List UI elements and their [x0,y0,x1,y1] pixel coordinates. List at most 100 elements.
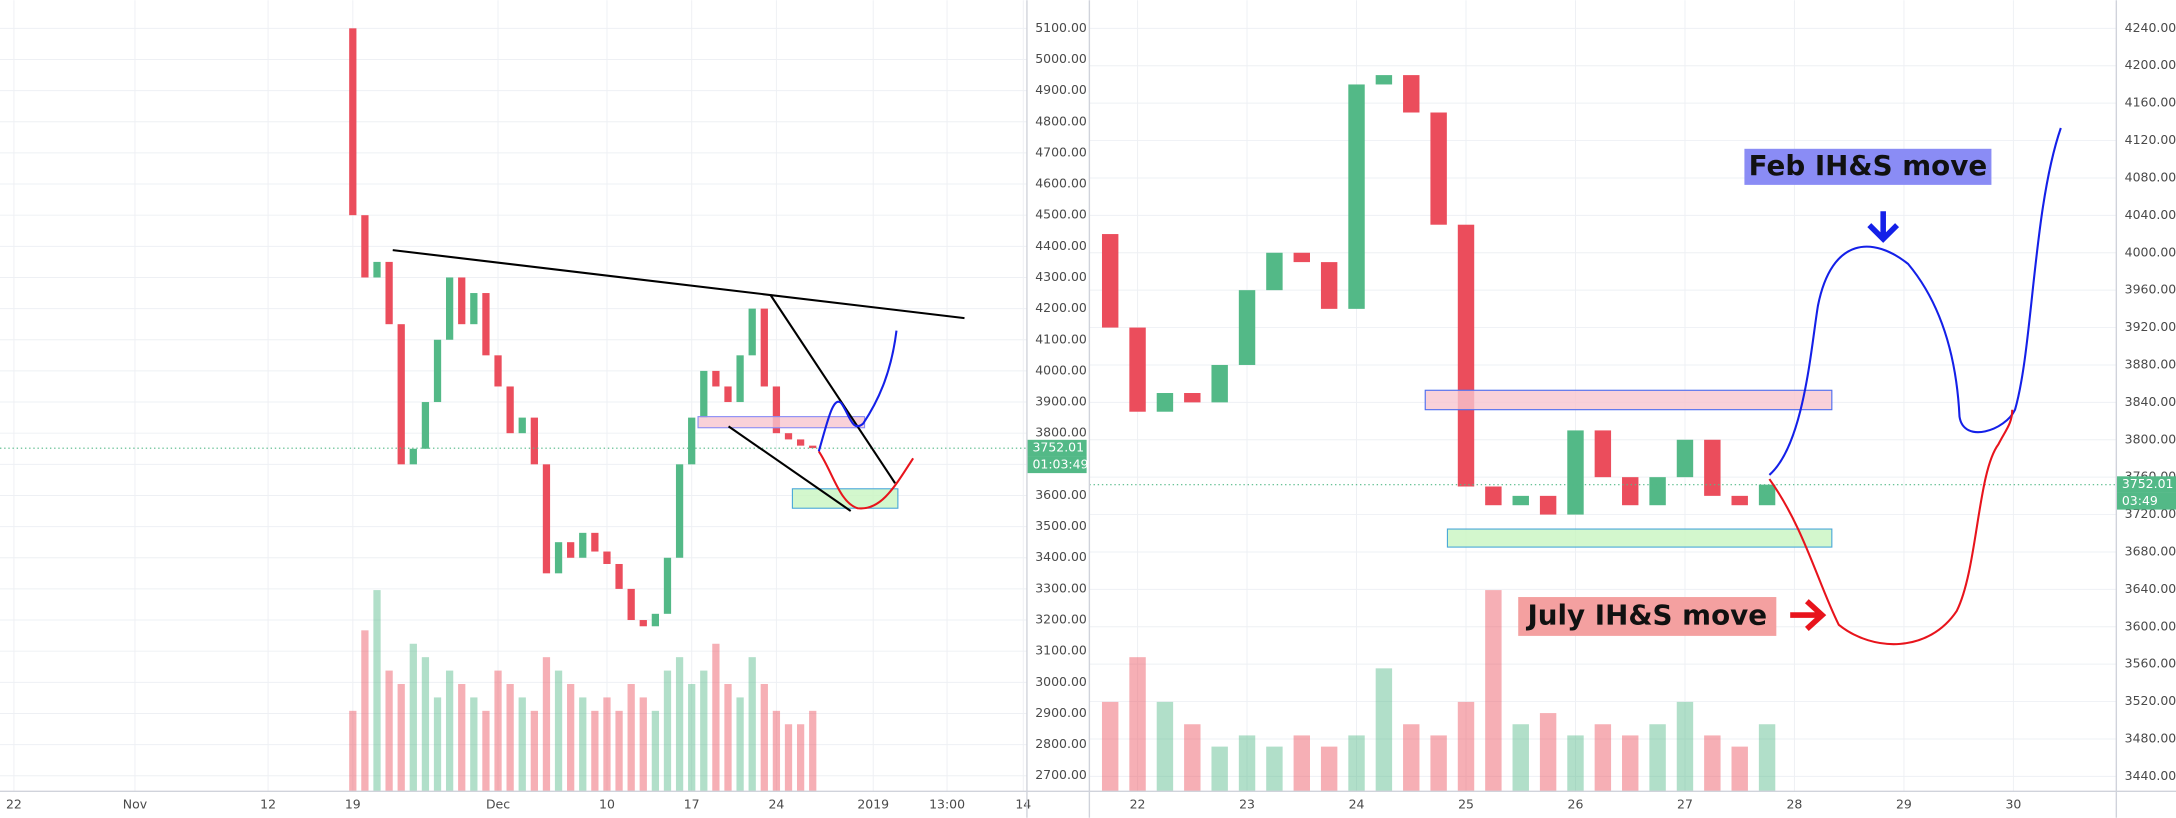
y-tick-label: 2700.00 [1035,767,1087,782]
countdown: 01:03:49 [1032,456,1088,471]
candle-body [1184,393,1201,403]
candle-body [1704,439,1721,496]
candle-body [1266,252,1283,291]
annotation-box [1744,148,1992,185]
candle-body [385,261,393,325]
candle-body [1293,252,1310,263]
volume-bar [688,684,696,792]
x-tick-label: 29 [1896,797,1912,812]
y-tick-label: 4160.00 [2125,95,2176,110]
candle-body [1375,75,1393,85]
price-label-bg [2116,476,2176,493]
annotation: July IH&S move [1525,598,1767,631]
x-tick-label: 12 [260,797,276,812]
trend-line [727,425,852,512]
annotation: Feb IH&S move [1749,149,1987,182]
x-tick-label: 24 [768,797,784,812]
y-tick-label: 3200.00 [1035,612,1087,627]
volume-bar [651,710,660,792]
volume-bar [1184,724,1201,792]
y-tick-label: 4240.00 [2125,20,2176,35]
candle-body [1758,484,1776,506]
candle-body [1403,75,1420,113]
candle-body [809,445,817,449]
x-tick-label: 13:00 [929,797,965,812]
candle-body [518,417,526,434]
price-label: 3752.01 [1032,440,1084,455]
volume-bar [760,684,768,792]
projection-curve [817,450,915,510]
volume-bar [1704,735,1721,792]
volume-bar [397,684,405,792]
volume-bar [518,697,526,792]
volume-bar [361,630,369,792]
candle-body [700,370,708,418]
volume-bar [458,684,466,792]
volume-bar [1403,724,1420,792]
volume-bar [627,684,635,792]
candle-body [688,417,696,465]
volume-bar [1348,735,1365,792]
y-tick-label: 2800.00 [1035,736,1087,751]
candle-body [772,386,781,434]
projection-curve [1768,127,2062,476]
candle-body [1457,224,1475,487]
projection-curve [1768,409,2014,646]
y-tick-label: 3100.00 [1035,643,1087,658]
y-tick-label: 4120.00 [2125,132,2176,147]
volume-bar [445,670,454,792]
y-tick-label: 4800.00 [1035,113,1087,128]
volume-bar [373,590,381,792]
candle-body [712,370,720,387]
x-tick-label: 19 [345,797,361,812]
candle-body [1485,486,1502,506]
candle-body [579,532,587,558]
annotation-box [1518,597,1777,636]
x-tick-label: 24 [1349,797,1365,812]
volume-bar [1758,724,1776,792]
volume-bar [433,697,442,792]
candle-body [1567,430,1584,515]
volume-bar [1512,724,1529,792]
candle-body [1129,327,1146,412]
candle-body [349,28,357,216]
candle-body [470,293,478,325]
volume-bar [1622,735,1639,792]
candle-body [482,293,490,356]
candle-body [421,402,430,449]
y-tick-label: 3900.00 [1035,394,1087,409]
volume-bar [1430,735,1447,792]
candle-body [1731,495,1748,506]
resistance-zone [1424,389,1833,411]
y-tick-label: 4600.00 [1035,176,1087,191]
volume-bar [639,697,647,792]
volume-bar [506,684,514,792]
volume-bar [1156,701,1174,792]
volume-bar [603,697,611,792]
volume-bar [470,697,478,792]
volume-bar [1485,590,1502,792]
volume-bar [675,657,684,792]
candle-body [433,339,442,403]
candle-body [409,448,417,465]
volume-bar [1539,713,1557,792]
y-tick-label: 3600.00 [2125,618,2176,633]
volume-bar [772,710,781,792]
candle-body [1348,84,1365,309]
volume-bar [700,670,708,792]
x-tick-label: 22 [1130,797,1146,812]
volume-bar [1649,724,1666,792]
arrow [1867,211,1900,243]
y-tick-label: 2900.00 [1035,705,1087,720]
volume-bar [1567,735,1584,792]
countdown-bg [1026,456,1087,474]
candle-body [796,439,805,446]
volume-bar [579,697,587,792]
price-label: 3752.01 [2122,476,2174,491]
candle-body [724,386,732,403]
volume-bar [712,643,720,792]
candle-body [639,620,647,627]
